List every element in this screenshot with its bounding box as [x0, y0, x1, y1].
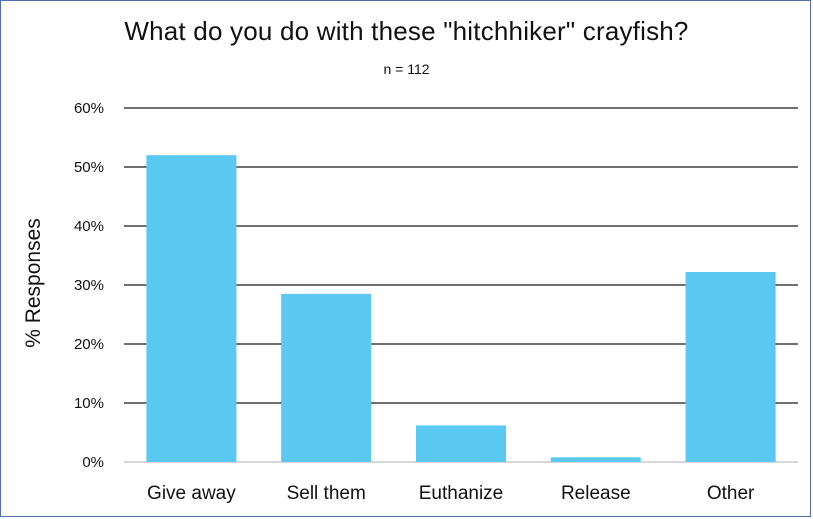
y-tick-label: 30% [74, 277, 104, 294]
y-tick-label: 20% [74, 336, 104, 353]
bar-other [685, 272, 776, 462]
y-axis-ticks: 0% 10% 20% 30% 40% 50% 60% [74, 100, 104, 471]
y-tick-label: 50% [74, 159, 104, 176]
bars [146, 155, 776, 462]
chart-subtitle: n = 112 [383, 61, 430, 77]
bar-give-away [146, 155, 237, 462]
x-tick-label: Give away [147, 483, 236, 504]
x-axis-ticks: Give away Sell them Euthanize Release Other [147, 483, 755, 504]
y-tick-label: 40% [74, 218, 104, 235]
y-tick-label: 0% [82, 454, 104, 471]
x-tick-label: Release [561, 483, 631, 504]
x-tick-label: Sell them [287, 483, 366, 504]
bar-release [550, 457, 641, 462]
y-tick-label: 60% [74, 100, 104, 117]
bar-sell-them [281, 293, 372, 462]
y-tick-label: 10% [74, 395, 104, 412]
x-tick-label: Euthanize [419, 483, 504, 504]
bar-euthanize [416, 425, 506, 462]
x-tick-label: Other [707, 483, 755, 504]
chart-title: What do you do with these "hitchhiker" c… [124, 16, 689, 46]
